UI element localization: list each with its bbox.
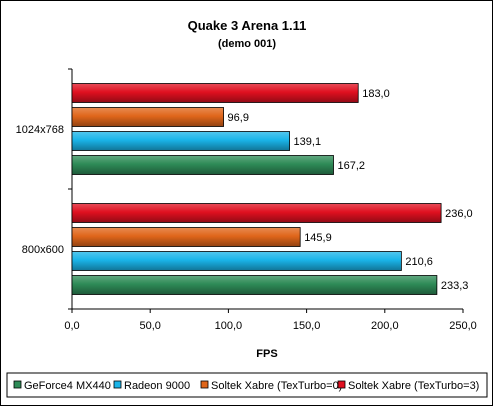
- x-tick-label: 150,0: [293, 320, 321, 332]
- bar: [71, 131, 290, 151]
- bar: [71, 107, 224, 127]
- legend: GeForce4 MX440 Radeon 9000 Soltek Xabre (T…: [6, 372, 488, 398]
- x-tick-label: 0,0: [64, 320, 79, 332]
- bar: [71, 251, 402, 271]
- data-label: 210,6: [405, 256, 433, 268]
- legend-box: [6, 372, 488, 398]
- axes: 0,0 50,0 100,0 150,0 200,0 250,0 1024x768 800x6…: [16, 68, 477, 332]
- x-tick-label: 50,0: [139, 320, 160, 332]
- bar: [71, 203, 442, 223]
- data-label: 167,2: [338, 160, 366, 172]
- y-category-label: 800x600: [22, 244, 64, 256]
- data-labels: 183,0 96,9 139,1 167,2 236,0 145,9 210,6 233,3: [228, 88, 473, 292]
- x-tick-label: 100,0: [215, 320, 243, 332]
- bar: [71, 155, 334, 175]
- bar: [71, 83, 359, 103]
- chart-title: Quake 3 Arena 1.11: [188, 18, 307, 33]
- data-label: 145,9: [304, 232, 332, 244]
- legend-swatch: [113, 380, 122, 389]
- x-tick-label: 200,0: [371, 320, 399, 332]
- legend-swatch: [200, 380, 209, 389]
- data-label: 139,1: [294, 136, 322, 148]
- data-label: 96,9: [228, 112, 249, 124]
- y-category-label: 1024x768: [16, 124, 64, 136]
- legend-label: Soltek Xabre (TexTurbo=3): [348, 380, 479, 392]
- legend-swatch: [13, 380, 22, 389]
- legend-swatch: [337, 380, 346, 389]
- data-label: 183,0: [362, 88, 390, 100]
- bar: [71, 227, 301, 247]
- legend-label: GeForce4 MX440: [24, 380, 111, 392]
- x-tick-label: 250,0: [449, 320, 477, 332]
- data-label: 233,3: [441, 280, 469, 292]
- bars: [71, 83, 442, 295]
- legend-label: Soltek Xabre (TexTurbo=0): [211, 380, 342, 392]
- legend-label: Radeon 9000: [124, 380, 190, 392]
- chart-subtitle: (demo 001): [218, 38, 276, 50]
- x-axis-title: FPS: [256, 348, 277, 360]
- bar: [71, 275, 438, 295]
- data-label: 236,0: [445, 208, 473, 220]
